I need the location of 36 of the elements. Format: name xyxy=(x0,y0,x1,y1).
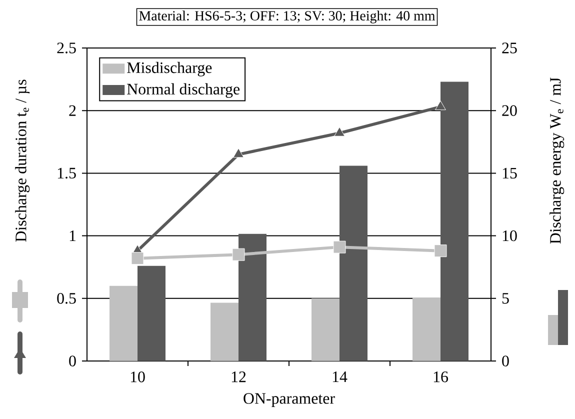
x-tick-label: 14 xyxy=(332,372,348,382)
y2-tick-label: 20 xyxy=(502,105,517,116)
y2-axis-title: Discharge energy W$_{e}$ / mJ xyxy=(550,78,564,244)
chart-title: Material: HS6-5-3; OFF: 13; SV: 30; Height: 40 mm xyxy=(139,10,436,24)
point xyxy=(435,100,446,110)
y2-tick-label: 10 xyxy=(502,230,517,242)
x-tick-label: 16 xyxy=(434,372,448,382)
y-axis-title: Discharge duration t$_{e}$ / µs xyxy=(15,80,30,242)
y-tick-label: 1 xyxy=(70,230,76,242)
y2-tick-label: 5 xyxy=(502,293,509,304)
x-axis-title: ON-parameter xyxy=(244,393,335,408)
y-tick-label: 2 xyxy=(69,105,76,116)
point xyxy=(334,126,345,136)
bar xyxy=(210,302,238,361)
y2-tick-label: 25 xyxy=(502,42,517,54)
point xyxy=(131,252,144,265)
bar xyxy=(138,266,166,361)
legend-label: Misdischarge xyxy=(127,62,212,76)
bar xyxy=(340,166,368,361)
bar xyxy=(312,298,340,361)
legend-label: Normal discharge xyxy=(127,83,240,98)
y-tick-label: 0 xyxy=(69,356,76,366)
bar xyxy=(238,234,267,361)
y-tick-label: 2.5 xyxy=(57,42,76,54)
point xyxy=(233,148,244,158)
y-tick-label: 0.5 xyxy=(57,292,76,304)
point xyxy=(232,248,245,261)
point xyxy=(333,240,346,254)
bar xyxy=(110,286,138,361)
point xyxy=(434,244,447,258)
y2-tick-label: 15 xyxy=(502,168,517,179)
x-tick-label: 12 xyxy=(232,372,246,382)
x-tick-label: 10 xyxy=(130,372,145,382)
y-tick-label: 1.5 xyxy=(58,168,76,179)
y2-tick-label: 0 xyxy=(502,356,509,366)
bar xyxy=(412,298,441,361)
